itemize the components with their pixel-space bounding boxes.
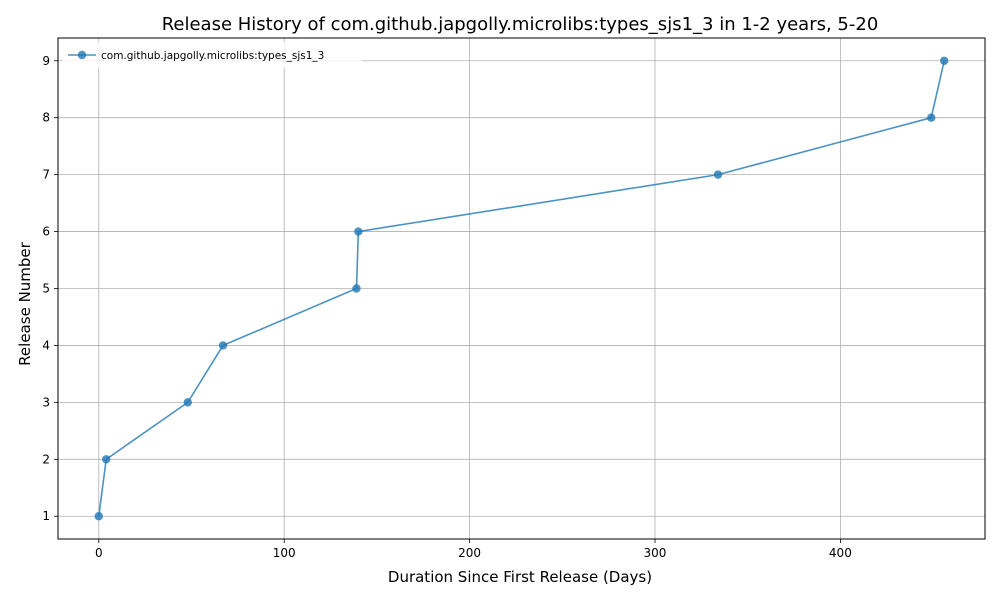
- data-point: [940, 56, 949, 65]
- x-tick-label: 100: [273, 546, 296, 560]
- data-point: [218, 341, 228, 350]
- y-tick-label: 3: [42, 395, 50, 409]
- x-tick-label: 300: [644, 546, 667, 560]
- data-point: [183, 398, 192, 407]
- legend-marker: [77, 50, 87, 60]
- legend: com.github.japgolly.microlibs:types_sjs1…: [62, 42, 362, 68]
- y-tick-label: 7: [42, 168, 50, 182]
- y-tick-label: 2: [42, 452, 50, 466]
- y-tick-label: 5: [42, 282, 50, 296]
- y-tick-label: 9: [42, 54, 50, 68]
- y-axis-label: Release Number: [16, 241, 34, 365]
- x-tick-label: 0: [95, 546, 103, 560]
- series-layer: [94, 56, 949, 521]
- x-axis-label: Duration Since First Release (Days): [388, 568, 652, 586]
- y-tick-label: 8: [42, 111, 50, 125]
- y-tick-label: 6: [42, 225, 50, 239]
- x-tick-label: 200: [458, 546, 481, 560]
- data-point: [927, 113, 936, 122]
- y-tick-label: 1: [42, 509, 50, 523]
- data-point: [352, 284, 361, 293]
- chart-title: Release History of com.github.japgolly.m…: [162, 14, 879, 35]
- data-point: [354, 227, 363, 236]
- legend-box: [62, 42, 362, 68]
- data-point: [94, 512, 103, 521]
- x-tick-label: 400: [829, 546, 852, 560]
- grid: [58, 38, 985, 539]
- data-point: [102, 455, 111, 464]
- y-tick-label: 4: [42, 338, 50, 352]
- axis-ticks: 0 100 200 300 400 1 2 3 4 5 6 7 8 9: [42, 54, 851, 560]
- legend-series-label: com.github.japgolly.microlibs:types_sjs1…: [101, 50, 324, 62]
- data-point: [713, 170, 723, 179]
